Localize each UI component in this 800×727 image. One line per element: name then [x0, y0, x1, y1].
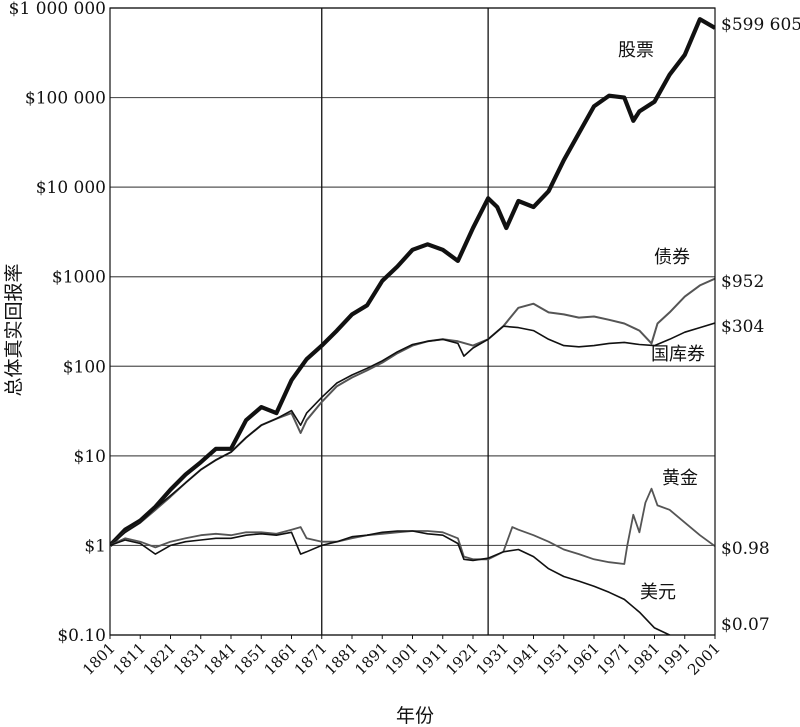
series-line — [110, 530, 672, 635]
y-tick-label: $1 000 000 — [9, 0, 106, 19]
x-tick-label: 1901 — [382, 639, 422, 679]
end-labels: $599 605 $952 $304 $0.98 $0.07 — [721, 15, 800, 635]
y-tick-label: $1000 — [52, 268, 106, 288]
x-tick-label: 1951 — [533, 639, 573, 679]
y-tick-label: $1 — [84, 536, 106, 556]
x-tick-label: 1931 — [472, 639, 512, 679]
series-name-label: 国库券 — [651, 344, 705, 365]
series-line — [110, 277, 715, 547]
x-tick-label: 1861 — [261, 639, 301, 679]
x-tick-label: 1971 — [593, 639, 633, 679]
x-tick-label: 1891 — [351, 639, 391, 679]
series-line — [110, 322, 715, 547]
y-tick-label: $0.10 — [57, 626, 106, 646]
x-tick-label: 1991 — [654, 639, 694, 679]
x-tick-label: 1821 — [140, 639, 180, 679]
y-tick-label: $10 000 — [36, 178, 106, 198]
end-value-label: $0.98 — [721, 539, 770, 559]
series-line — [110, 17, 715, 547]
series-name-label: 美元 — [640, 582, 676, 603]
x-tick-label: 1921 — [442, 639, 482, 679]
x-axis-title: 年份 — [396, 705, 434, 727]
x-tick-label: 2001 — [684, 639, 724, 679]
x-tick-label: 1841 — [200, 639, 240, 679]
x-tick-label: 1941 — [503, 639, 543, 679]
x-tick-label: 1961 — [563, 639, 603, 679]
x-tick-label: 1881 — [321, 639, 361, 679]
series-name-label: 黄金 — [662, 468, 698, 489]
x-tick-label: 1831 — [170, 639, 210, 679]
x-tick-label: 1811 — [109, 639, 149, 679]
end-value-label: $304 — [721, 317, 764, 337]
end-value-label: $952 — [721, 272, 764, 292]
x-tick-label: 1871 — [291, 639, 331, 679]
y-tick-label: $10 — [74, 447, 106, 467]
series-lines — [110, 17, 715, 635]
series-name-label: 股票 — [618, 40, 654, 61]
y-axis-title: 总体真实回报率 — [3, 263, 25, 396]
end-value-label: $0.07 — [721, 615, 770, 635]
series-line — [110, 487, 715, 565]
x-tick-label: 1911 — [412, 639, 452, 679]
series-name-label: 债券 — [654, 247, 690, 268]
x-tick-label: 1851 — [230, 639, 270, 679]
y-tick-label: $100 — [63, 357, 106, 377]
y-tick-label: $100 000 — [25, 89, 106, 109]
y-axis: $1 000 000 $100 000 $10 000 $1000 $100 $10 $1 $… — [9, 0, 106, 646]
end-value-label: $599 605 — [721, 15, 800, 35]
x-tick-label: 1981 — [624, 639, 664, 679]
x-axis: 1801181118211831184118511861187118811891… — [79, 635, 724, 679]
